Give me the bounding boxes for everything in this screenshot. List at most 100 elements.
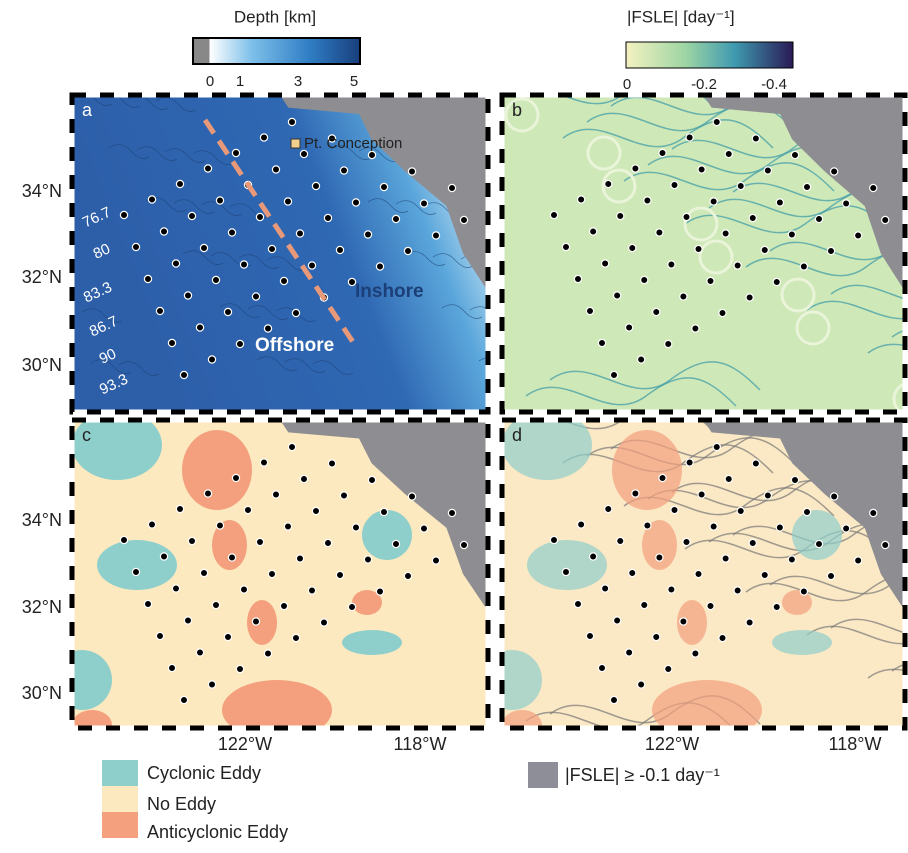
station [617,537,624,544]
station [292,309,299,316]
station [300,475,307,482]
station [574,600,581,607]
station [737,182,744,189]
station [791,476,798,483]
eddy [342,630,402,655]
station [280,602,287,609]
station [752,135,759,142]
eddy [247,600,277,645]
station [656,229,663,236]
eddy [652,680,762,740]
station [236,340,243,347]
latitude-label: 32°N [22,267,62,287]
station [272,491,279,498]
station [148,521,155,528]
map-panel: d [482,402,908,740]
station [562,568,569,575]
station [653,633,660,640]
station [144,275,151,282]
station [665,340,672,347]
station [420,525,427,532]
station [132,243,139,250]
station [236,665,243,672]
station [196,649,203,656]
station [380,183,387,190]
station [168,664,175,671]
station [773,603,780,610]
station [843,525,850,532]
station [764,167,771,174]
legend: Cyclonic Eddy No Eddy Anticyclonic Eddy … [102,760,720,842]
fsle-colorbar [626,42,793,68]
station [629,569,636,576]
station [420,200,427,207]
station [617,212,624,219]
station [460,216,467,223]
station [364,231,371,238]
station [671,181,678,188]
station [870,509,877,516]
station [216,197,223,204]
station [296,230,303,237]
station [184,292,191,299]
station [656,554,663,561]
station [208,356,215,363]
station [180,371,187,378]
station [773,278,780,285]
station [686,134,693,141]
station [550,211,557,218]
station [680,293,687,300]
station [605,505,612,512]
latitude-label: 30°N [22,683,62,703]
station [698,491,705,498]
station [578,521,585,528]
station [629,244,636,251]
station [232,474,239,481]
station [641,276,648,283]
station [746,294,753,301]
station [713,443,720,450]
map-panel: b [502,77,908,415]
station [578,196,585,203]
station [734,587,741,594]
station [800,588,807,595]
station [713,118,720,125]
station [284,523,291,530]
station [722,230,729,237]
station [392,540,399,547]
latitude-label: 32°N [22,597,62,617]
station [719,309,726,316]
station [312,182,319,189]
depth-colorbar [193,38,360,64]
station [803,183,810,190]
station [460,541,467,548]
station [200,569,207,576]
colorbar-title: |FSLE| [day⁻¹] [627,7,735,26]
longitude-label: 118°W [394,734,447,754]
station [240,586,247,593]
station [196,324,203,331]
station [586,632,593,639]
station [827,247,834,254]
station [683,213,690,220]
station [328,460,335,467]
station [160,228,167,235]
station [602,260,609,267]
station [392,215,399,222]
panel-label: c [82,425,91,445]
colorbar-tick: -0.2 [691,76,717,93]
station [710,198,717,205]
swatch [102,786,138,812]
station [252,293,259,300]
eddy [182,430,252,510]
swatch [102,760,138,786]
station [671,506,678,513]
station [340,492,347,499]
legend-label: No Eddy [147,794,216,814]
station [308,262,315,269]
station [264,325,271,332]
eddy [362,510,412,560]
station [602,585,609,592]
station [638,356,645,363]
station [855,232,862,239]
